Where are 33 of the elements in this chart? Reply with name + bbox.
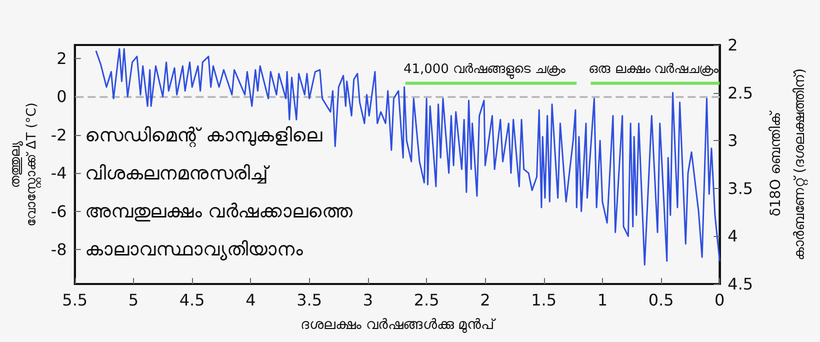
x-tick-label: 2 [480,290,490,310]
x-axis-title: ദശലക്ഷം വർഷങ്ങൾക്കു മുൻപ് [300,317,496,333]
series-label: 41,000 വർഷങ്ങളുടെ ചക്രം [403,62,566,80]
x-tick-label: 1.5 [531,290,557,310]
x-tick-label: 4.5 [179,290,205,310]
x-tick-label: 4 [246,290,256,310]
y2-tick-label: 2 [728,36,738,54]
annotation: കാലാവസ്ഥാവ്യതിയാനം [85,238,303,260]
annotation: സെഡിമെന്റ് കാമ്പുകളിലെ [85,124,324,148]
x-tick-label: 5 [128,290,139,310]
y2-tick-label: 3.5 [728,178,754,198]
x-tick-label: 5.5 [62,290,88,310]
x-tick-label: 3 [362,290,374,310]
y-tick-label: -4 [50,164,67,183]
x-tick-label: 3.5 [296,290,322,310]
y-tick-label: 0 [56,87,67,106]
y-tick-label: -2 [50,125,67,144]
y2-tick-label: 4 [728,226,738,246]
y2-axis-title: δ18O ബെന്തിക് കാർബണേറ്റ് (ദശലക്ഷത്തിന്) [768,68,809,261]
y2-tick-label: 2.5 [728,83,754,102]
x-tick-label: 0.5 [648,290,674,310]
y-axis-title: തത്തുല്യ വോസ്റ്റോക്ക് ΔT (°C) [8,102,42,226]
x-tick-label: 1 [597,290,608,310]
x-tick-label: 2.5 [414,290,440,310]
y2-tick-label: 4.5 [728,274,754,294]
x-tick-label: 0 [714,290,725,310]
series-label: ഒരു ലക്ഷം വർഷചക്രം [588,62,719,78]
annotation: വിശകലനമനുസരിച്ച് [85,162,270,184]
y-tick-label: -8 [50,240,67,260]
annotation: അമ്പതുലക്ഷം വർഷക്കാലത്തെ [85,200,354,222]
y-tick-label: 2 [56,48,67,68]
y2-tick-label: 3 [728,131,738,150]
y-tick-label: -6 [50,202,67,221]
